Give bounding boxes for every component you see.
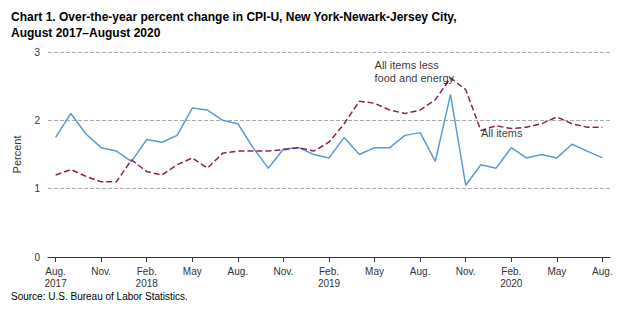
svg-text:2019: 2019 (318, 278, 341, 289)
svg-text:August 2017–August 2020: August 2017–August 2020 (11, 26, 161, 40)
svg-text:Percent: Percent (11, 136, 23, 174)
svg-text:Feb.: Feb. (137, 266, 157, 277)
svg-text:Nov.: Nov. (456, 266, 476, 277)
svg-text:2017: 2017 (44, 278, 67, 289)
svg-text:0: 0 (34, 252, 40, 263)
svg-text:Nov.: Nov. (91, 266, 111, 277)
svg-text:Source: U.S. Bureau of Labor S: Source: U.S. Bureau of Labor Statistics. (11, 291, 188, 302)
svg-text:Aug.: Aug. (410, 266, 431, 277)
svg-text:2020: 2020 (500, 278, 523, 289)
svg-text:Aug.: Aug. (228, 266, 249, 277)
svg-text:Nov.: Nov. (274, 266, 294, 277)
svg-text:Aug.: Aug. (592, 266, 613, 277)
svg-text:Feb.: Feb. (501, 266, 521, 277)
svg-text:3: 3 (34, 47, 40, 58)
svg-text:1: 1 (34, 183, 40, 194)
svg-text:food and energy: food and energy (375, 72, 455, 84)
svg-text:Chart 1. Over-the-year percent: Chart 1. Over-the-year percent change in… (11, 10, 457, 24)
svg-text:May: May (365, 266, 384, 277)
svg-text:All items: All items (481, 127, 523, 139)
svg-text:Feb.: Feb. (319, 266, 339, 277)
svg-text:2018: 2018 (136, 278, 159, 289)
svg-text:May: May (547, 266, 566, 277)
svg-text:Aug.: Aug. (45, 266, 66, 277)
svg-text:All items less: All items less (375, 59, 440, 71)
svg-text:May: May (183, 266, 202, 277)
svg-text:2: 2 (34, 115, 40, 126)
